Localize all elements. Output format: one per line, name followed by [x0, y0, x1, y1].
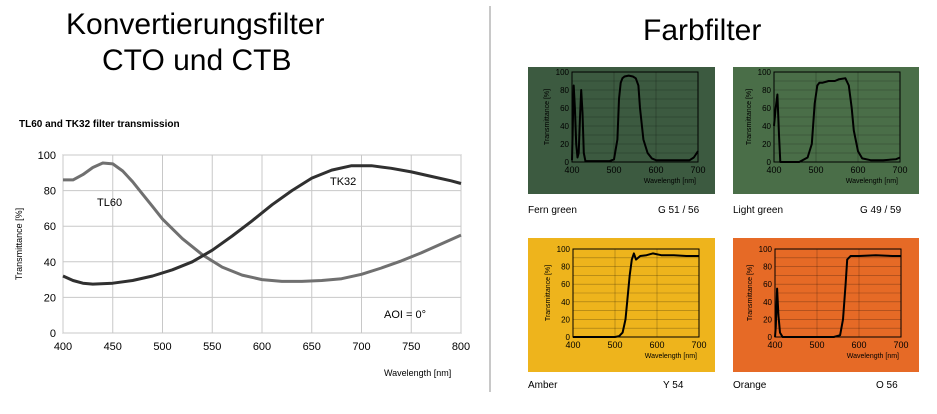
x-tick-label: 450 [104, 341, 122, 353]
x-tick-label: 550 [203, 341, 221, 353]
right-title: Farbfilter [643, 14, 762, 47]
x-tick-label: 500 [808, 165, 823, 175]
filter-code: O 56 [876, 380, 898, 391]
y-tick-label: 80 [561, 263, 570, 272]
y-tick-label: 60 [44, 221, 56, 233]
filter-name: Light green [733, 205, 783, 216]
y-tick-label: 60 [560, 104, 569, 113]
x-tick-label: 600 [648, 165, 663, 175]
x-tick-label: 400 [54, 341, 72, 353]
transmission-curve [571, 74, 699, 163]
filter-name: Amber [528, 380, 558, 391]
y-tick-label: 80 [560, 86, 569, 95]
y-tick-label: 20 [762, 140, 771, 149]
transmission-curve [773, 77, 901, 163]
chart-1: 0 20 40 60 80 100 400 500 600 700 Wavelength [nm] T… [528, 67, 715, 216]
x-tick-label: 500 [153, 341, 171, 353]
chart-2: 0 20 40 60 80 100 400 500 600 700 Wavelength [nm] T… [733, 67, 919, 216]
aoi-annotation: AOI = 0° [384, 309, 426, 321]
chart-4: 0 20 40 60 80 100 400 500 600 700 Wavelength [nm] T… [733, 238, 919, 391]
y-tick-label: 100 [759, 245, 773, 254]
y-tick-label: 40 [763, 298, 772, 307]
y-axis-label: Transmittance [%] [14, 208, 24, 280]
x-tick-label: 400 [767, 340, 782, 350]
panel-background [733, 67, 919, 194]
y-axis-label: Transmittance [%] [545, 265, 552, 321]
x-tick-label: 650 [303, 341, 321, 353]
transmission-curve [573, 252, 699, 338]
y-tick-label: 0 [566, 333, 571, 342]
y-tick-label: 100 [556, 68, 570, 77]
x-tick-label: 700 [691, 340, 706, 350]
y-tick-label: 100 [758, 68, 772, 77]
panel-background [528, 67, 715, 194]
plot-frame [572, 248, 700, 338]
y-tick-label: 60 [762, 104, 771, 113]
panel-background [733, 238, 919, 372]
y-axis-label: Transmittance [%] [544, 89, 551, 145]
filter-name: Fern green [528, 205, 577, 216]
x-tick-label: 600 [850, 165, 865, 175]
y-tick-label: 60 [561, 280, 570, 289]
filter-code: G 49 / 59 [860, 205, 902, 216]
x-axis-label: Wavelength [nm] [847, 353, 899, 360]
panel-background [528, 238, 715, 372]
filter-code: Y 54 [663, 380, 684, 391]
y-axis-label: Transmittance [%] [746, 89, 753, 145]
y-tick-label: 20 [561, 315, 570, 324]
chart-3: 0 20 40 60 80 100 400 500 600 700 Wavelength [nm] T… [528, 238, 715, 391]
y-tick-label: 0 [768, 333, 773, 342]
series-tk32 [62, 164, 462, 286]
left-title-line2: CTO und CTB [102, 44, 292, 77]
y-tick-label: 60 [763, 280, 772, 289]
y-tick-label: 0 [50, 328, 56, 340]
plot-frame [774, 248, 902, 338]
x-tick-label: 500 [809, 340, 824, 350]
x-tick-label: 700 [892, 165, 907, 175]
divider [489, 6, 491, 392]
y-tick-label: 0 [565, 158, 570, 167]
x-tick-label: 800 [452, 341, 470, 353]
y-tick-label: 20 [560, 140, 569, 149]
y-tick-label: 40 [44, 257, 56, 269]
left-title-line1: Konvertierungsfilter [66, 8, 325, 41]
x-tick-label: 750 [402, 341, 420, 353]
x-tick-label: 500 [607, 340, 622, 350]
x-tick-label: 500 [606, 165, 621, 175]
x-tick-label: 400 [564, 165, 579, 175]
x-tick-label: 700 [352, 341, 370, 353]
y-tick-label: 80 [762, 86, 771, 95]
x-tick-label: 700 [893, 340, 908, 350]
filter-name: Orange [733, 380, 767, 391]
y-tick-label: 20 [44, 292, 56, 304]
y-tick-label: 40 [561, 298, 570, 307]
x-tick-label: 400 [565, 340, 580, 350]
y-tick-label: 80 [763, 263, 772, 272]
y-tick-label: 100 [38, 150, 56, 162]
x-axis-label: Wavelength [nm] [645, 353, 697, 360]
y-tick-label: 40 [762, 122, 771, 131]
x-tick-label: 600 [253, 341, 271, 353]
series-label-tl60: TL60 [97, 197, 122, 209]
series-label-tk32: TK32 [330, 176, 356, 188]
series-tl60 [63, 161, 462, 283]
y-tick-label: 20 [763, 315, 772, 324]
transmission-curve [774, 254, 901, 338]
y-tick-label: 40 [560, 122, 569, 131]
x-tick-label: 400 [766, 165, 781, 175]
y-tick-label: 100 [557, 245, 571, 254]
x-axis-label: Wavelength [nm] [384, 368, 451, 378]
chart-title: TL60 and TK32 filter transmission [19, 119, 180, 130]
x-axis-label: Wavelength [nm] [846, 178, 898, 185]
y-tick-label: 80 [44, 186, 56, 198]
x-tick-label: 600 [851, 340, 866, 350]
y-axis-label: Transmittance [%] [747, 265, 754, 321]
filter-code: G 51 / 56 [658, 205, 700, 216]
x-tick-label: 700 [690, 165, 705, 175]
x-axis-label: Wavelength [nm] [644, 178, 696, 185]
x-tick-label: 600 [649, 340, 664, 350]
y-tick-label: 0 [767, 158, 772, 167]
